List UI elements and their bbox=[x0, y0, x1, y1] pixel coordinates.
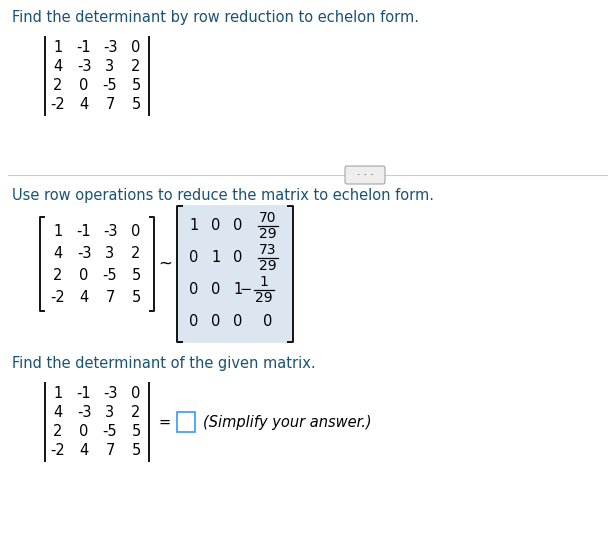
Text: 0: 0 bbox=[233, 315, 243, 330]
Text: 2: 2 bbox=[132, 405, 141, 420]
Text: 73: 73 bbox=[260, 243, 277, 257]
Text: 7: 7 bbox=[105, 97, 114, 112]
Text: -3: -3 bbox=[77, 59, 91, 74]
Text: 1: 1 bbox=[233, 282, 243, 297]
Text: -2: -2 bbox=[50, 97, 65, 112]
Text: Find the determinant by row reduction to echelon form.: Find the determinant by row reduction to… bbox=[12, 10, 419, 25]
Text: -3: -3 bbox=[77, 245, 91, 260]
Text: 5: 5 bbox=[132, 424, 141, 439]
Text: 29: 29 bbox=[259, 259, 277, 273]
Text: 0: 0 bbox=[212, 282, 221, 297]
Text: Find the determinant of the given matrix.: Find the determinant of the given matrix… bbox=[12, 356, 315, 371]
Text: 0: 0 bbox=[233, 250, 243, 265]
Text: 1: 1 bbox=[54, 40, 63, 55]
Text: 0: 0 bbox=[189, 282, 199, 297]
Text: 1: 1 bbox=[260, 275, 268, 289]
Text: -1: -1 bbox=[77, 386, 91, 401]
Text: =: = bbox=[159, 415, 171, 430]
Text: 7: 7 bbox=[105, 289, 114, 304]
Text: 2: 2 bbox=[54, 78, 63, 93]
Text: 0: 0 bbox=[79, 424, 89, 439]
Text: 5: 5 bbox=[132, 267, 141, 282]
Text: -3: -3 bbox=[77, 405, 91, 420]
Text: 7: 7 bbox=[105, 443, 114, 458]
Text: 5: 5 bbox=[132, 443, 141, 458]
Text: 0: 0 bbox=[132, 40, 141, 55]
Text: 29: 29 bbox=[259, 227, 277, 241]
Text: 3: 3 bbox=[105, 59, 114, 74]
Text: 3: 3 bbox=[105, 405, 114, 420]
Text: 0: 0 bbox=[189, 250, 199, 265]
Text: -1: -1 bbox=[77, 223, 91, 238]
Text: 0: 0 bbox=[132, 223, 141, 238]
Text: 4: 4 bbox=[79, 289, 89, 304]
Text: 4: 4 bbox=[79, 443, 89, 458]
Text: 5: 5 bbox=[132, 78, 141, 93]
Text: -3: -3 bbox=[103, 40, 117, 55]
Text: -2: -2 bbox=[50, 443, 65, 458]
Text: -1: -1 bbox=[77, 40, 91, 55]
Text: Use row operations to reduce the matrix to echelon form.: Use row operations to reduce the matrix … bbox=[12, 188, 434, 203]
Text: 2: 2 bbox=[54, 267, 63, 282]
Text: 0: 0 bbox=[212, 315, 221, 330]
Text: -3: -3 bbox=[103, 223, 117, 238]
Text: 5: 5 bbox=[132, 289, 141, 304]
Text: 4: 4 bbox=[54, 245, 63, 260]
Text: 1: 1 bbox=[189, 219, 199, 234]
FancyBboxPatch shape bbox=[345, 166, 385, 184]
Text: −: − bbox=[240, 282, 252, 297]
Text: -2: -2 bbox=[50, 289, 65, 304]
Text: 0: 0 bbox=[79, 78, 89, 93]
Text: · · ·: · · · bbox=[357, 170, 373, 180]
FancyBboxPatch shape bbox=[178, 205, 292, 343]
Text: 0: 0 bbox=[189, 315, 199, 330]
Text: (Simplify your answer.): (Simplify your answer.) bbox=[203, 415, 371, 430]
Text: 0: 0 bbox=[79, 267, 89, 282]
Text: 4: 4 bbox=[54, 405, 63, 420]
Text: ~: ~ bbox=[158, 255, 172, 273]
Text: 0: 0 bbox=[233, 219, 243, 234]
Text: 1: 1 bbox=[54, 386, 63, 401]
Text: 4: 4 bbox=[54, 59, 63, 74]
Text: -5: -5 bbox=[103, 267, 117, 282]
Text: 1: 1 bbox=[54, 223, 63, 238]
Text: 2: 2 bbox=[132, 245, 141, 260]
Text: 4: 4 bbox=[79, 97, 89, 112]
Text: 0: 0 bbox=[132, 386, 141, 401]
Text: 2: 2 bbox=[132, 59, 141, 74]
Text: 0: 0 bbox=[212, 219, 221, 234]
Text: 29: 29 bbox=[255, 291, 273, 305]
FancyBboxPatch shape bbox=[177, 412, 195, 432]
Text: 70: 70 bbox=[260, 211, 277, 225]
Text: -5: -5 bbox=[103, 78, 117, 93]
Text: 3: 3 bbox=[105, 245, 114, 260]
Text: -5: -5 bbox=[103, 424, 117, 439]
Text: 2: 2 bbox=[54, 424, 63, 439]
Text: 1: 1 bbox=[212, 250, 221, 265]
Text: 0: 0 bbox=[263, 315, 272, 330]
Text: 5: 5 bbox=[132, 97, 141, 112]
Text: -3: -3 bbox=[103, 386, 117, 401]
